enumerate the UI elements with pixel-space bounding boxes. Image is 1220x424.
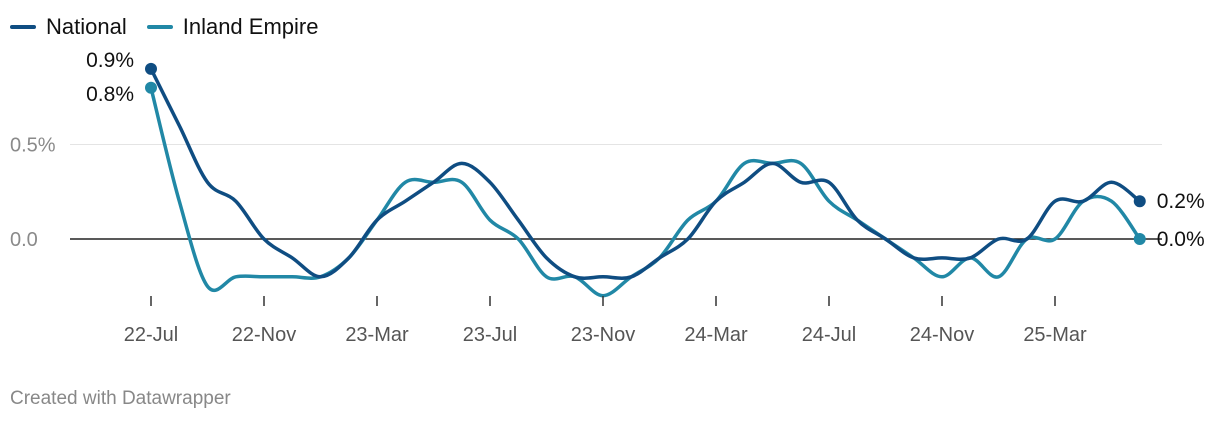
legend-label-national: National <box>46 14 127 39</box>
legend: National Inland Empire <box>10 14 338 40</box>
end-label-national: 0.2% <box>1157 190 1205 213</box>
data-labels: 0.8% 0.0% 0.9% 0.2% <box>86 49 1205 251</box>
x-axis: 22-Jul 22-Nov 23-Mar 23-Jul 23-Nov 24-Mar 24-J… <box>124 296 1087 346</box>
legend-item-inland-empire[interactable]: Inland Empire <box>146 14 319 40</box>
start-label-inland-empire: 0.8% <box>86 83 134 106</box>
start-point-national <box>145 62 157 75</box>
x-tick-label: 25-Mar <box>1023 324 1087 346</box>
grid-layer: 0.0 0.5% <box>10 135 1162 251</box>
x-tick-label: 24-Nov <box>910 324 974 346</box>
x-tick-label: 22-Nov <box>232 324 296 346</box>
x-tick-label: 24-Mar <box>684 324 748 346</box>
y-tick-label: 0.5% <box>10 135 56 157</box>
x-tick-label: 24-Jul <box>802 324 856 346</box>
line-chart: 0.0 0.5% 22-Jul 22-Nov 23-Mar 23-Jul 23-Nov 24… <box>10 49 1205 346</box>
series-line-national <box>149 67 1142 280</box>
legend-swatch-national <box>10 25 36 29</box>
end-label-inland-empire: 0.0% <box>1157 228 1205 251</box>
y-tick-label: 0.0 <box>10 229 38 251</box>
x-tick-label: 23-Nov <box>571 324 635 346</box>
x-tick-label: 23-Jul <box>463 324 517 346</box>
datawrapper-credit[interactable]: Created with Datawrapper <box>10 388 231 409</box>
legend-label-inland-empire: Inland Empire <box>182 14 319 39</box>
start-label-national: 0.9% <box>86 49 134 72</box>
x-tick-label: 23-Mar <box>345 324 409 346</box>
legend-swatch-inland-empire <box>146 25 173 29</box>
series-layer <box>149 67 1142 298</box>
x-tick-label: 22-Jul <box>124 324 178 346</box>
end-point-inland-empire <box>1133 233 1146 245</box>
legend-item-national[interactable]: National <box>10 14 127 40</box>
start-point-inland-empire <box>145 81 157 94</box>
end-point-national <box>1133 195 1146 208</box>
